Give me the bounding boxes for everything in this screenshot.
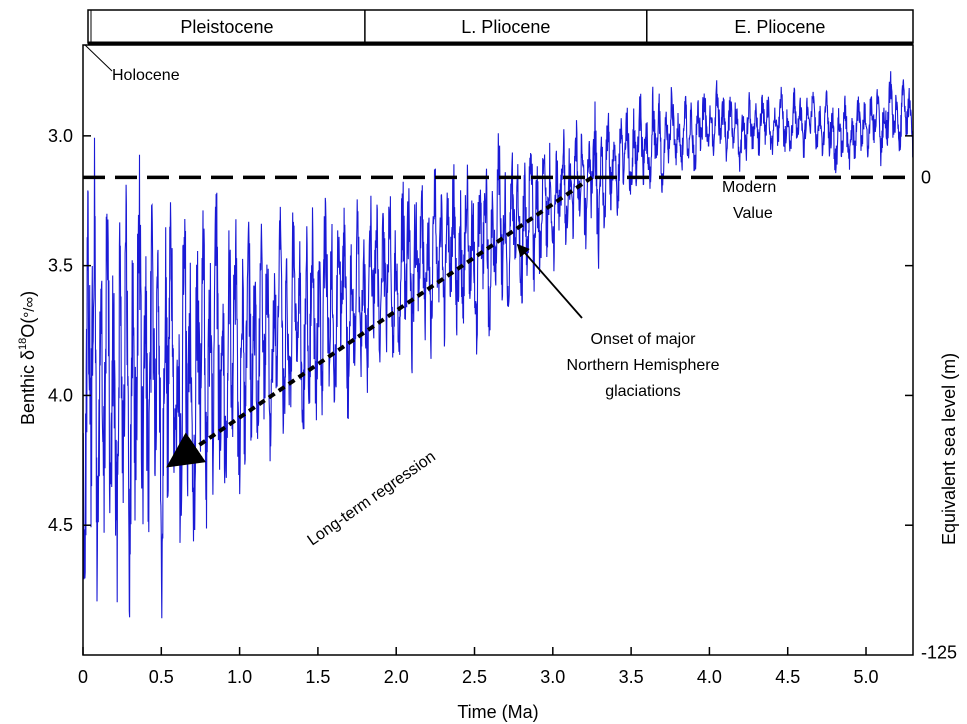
period-label: Pleistocene [180,17,273,37]
x-tick-label: 4.5 [775,667,800,687]
y2-tick-label: 0 [921,167,931,187]
x-tick-label: 0.5 [149,667,174,687]
holocene-label: Holocene [112,67,180,84]
onset-pointer-arrow [516,243,583,319]
y-tick-label: 4.0 [48,385,73,405]
long-term-regression-arrow [166,175,594,468]
modern-value-label-line2: Value [733,205,773,222]
onset-label-line3: glaciations [605,383,681,400]
x-axis: 0 0.5 1.0 1.5 2.0 2.5 3.0 3.5 4.0 4.5 5.0 [78,647,879,687]
y-axis-title-suffix: O( [18,318,38,338]
long-term-regression-label: Long-term regression [305,448,439,549]
onset-label-line1: Onset of major [591,331,697,348]
y-tick-label: 4.5 [48,515,73,535]
onset-label-line2: Northern Hemisphere [567,357,720,374]
holocene-leader-line [84,44,113,72]
x-tick-label: 3.5 [619,667,644,687]
x-tick-label: 2.0 [384,667,409,687]
period-label: E. Pliocene [734,17,825,37]
y-tick-label: 3.5 [48,256,73,276]
y2-axis-title: Equivalent sea level (m) [939,353,959,545]
x-tick-label: 1.5 [305,667,330,687]
y-axis-title: Benthic δ18O(°/∞) [17,291,38,425]
period-label: L. Pliocene [461,17,550,37]
x-tick-label: 0 [78,667,88,687]
plot-frame [82,44,914,656]
y-axis-title-close: ) [18,291,38,297]
y-axis-left: 3.0 3.5 4.0 4.5 [48,126,913,535]
period-bar-frame [87,9,914,44]
y-axis-title-unit: °/∞ [21,297,38,318]
x-tick-label: 5.0 [854,667,879,687]
y-axis-title-superscript: 18 [17,338,29,350]
x-tick-label: 3.0 [540,667,565,687]
x-tick-label: 2.5 [462,667,487,687]
modern-value-label-line1: Modern [722,179,776,196]
x-axis-title: Time (Ma) [457,702,538,722]
benthic-isotope-series-line [83,71,913,619]
x-tick-label: 1.0 [227,667,252,687]
y2-tick-label: -125 [921,642,957,662]
geologic-period-bar: Pleistocene L. Pliocene E. Pliocene [87,9,914,45]
y-axis-right: 0 -125 [921,167,957,662]
x-tick-label: 4.0 [697,667,722,687]
y-tick-label: 3.0 [48,126,73,146]
y-axis-title-prefix: Benthic δ [18,350,38,425]
